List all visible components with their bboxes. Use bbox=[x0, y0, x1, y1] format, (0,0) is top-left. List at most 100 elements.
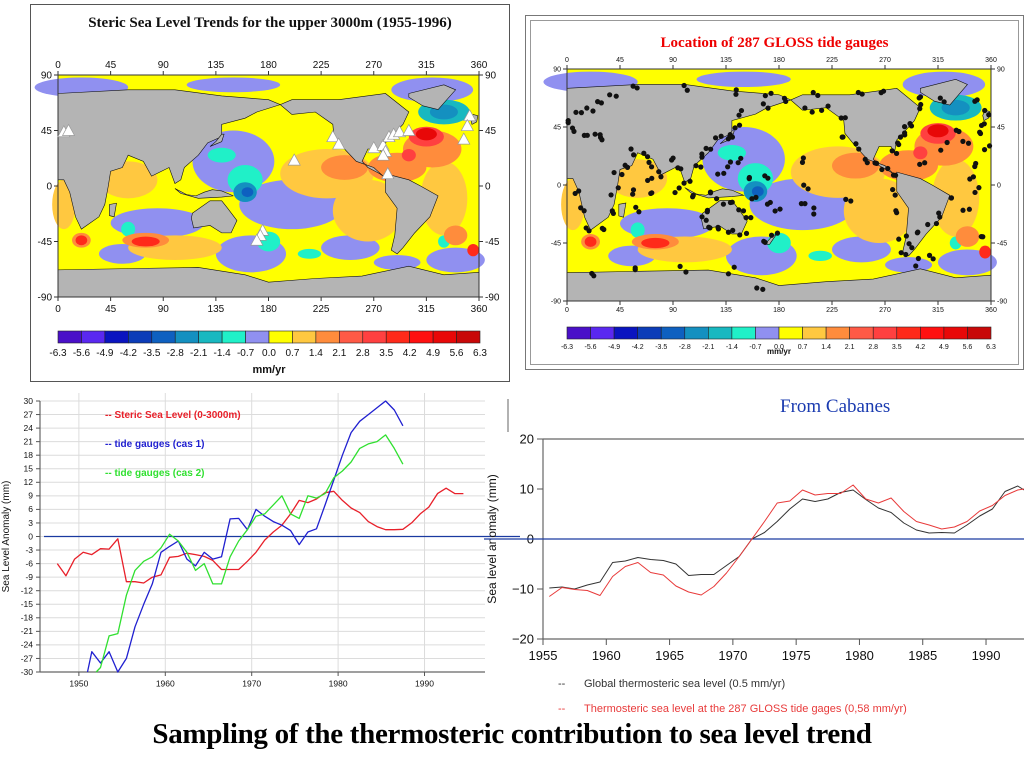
tide-gauge-dot bbox=[628, 146, 634, 152]
trend-region bbox=[186, 77, 281, 93]
land-south-america bbox=[896, 171, 951, 257]
legend-entry-1: -- Steric Sea Level (0-3000m) bbox=[105, 410, 241, 421]
triangle-marker bbox=[332, 137, 346, 150]
colorbar-swatch bbox=[174, 330, 199, 344]
colorbar-tick-label: -2.8 bbox=[679, 344, 691, 351]
y-tick-label: -12 bbox=[21, 586, 34, 596]
colorbar-tick-label: 0.7 bbox=[285, 348, 299, 359]
legend-marker-2: -- bbox=[558, 703, 566, 715]
colorbar-swatch bbox=[566, 326, 591, 340]
colorbar-tick-label: 4.2 bbox=[403, 348, 417, 359]
y-tick-label: 30 bbox=[24, 396, 34, 406]
colorbar-tick-label: -4.2 bbox=[120, 348, 138, 359]
colorbar-swatch bbox=[755, 326, 780, 340]
tide-gauge-dot bbox=[703, 145, 709, 151]
gloss-map-panel: Location of 287 GLOSS tide gauges 0 0 45 45… bbox=[525, 15, 1024, 370]
colorbar-tick-label: -6.3 bbox=[49, 348, 67, 359]
colorbar-tick-label: -4.9 bbox=[96, 348, 114, 359]
tide-gauge-dot bbox=[648, 164, 655, 170]
y-tick-label-left: 45 bbox=[553, 124, 561, 131]
trend-region bbox=[696, 71, 791, 88]
tide-gauge-dot bbox=[917, 94, 924, 100]
colorbar-swatch bbox=[967, 326, 992, 340]
tide-gauge-dot bbox=[925, 221, 931, 228]
tide-gauge-dot bbox=[715, 171, 721, 177]
tide-gauge-dot bbox=[599, 137, 605, 143]
legend-entry-1: Global thermosteric sea level (0.5 mm/yr… bbox=[584, 678, 785, 690]
tide-gauge-dot bbox=[733, 91, 739, 97]
tide-gauge-dot bbox=[699, 214, 705, 220]
x-tick-label: 1970 bbox=[242, 679, 261, 689]
x-tick-label-bottom: 180 bbox=[260, 304, 277, 315]
y-axis-label: Sea Level Anomaly (mm) bbox=[1, 481, 12, 593]
tide-gauge-dot bbox=[819, 107, 825, 113]
tide-gauge-dot bbox=[843, 196, 849, 202]
tide-gauge-dot bbox=[748, 215, 754, 221]
land-north-america bbox=[279, 93, 410, 177]
tide-gauge-dot bbox=[901, 124, 908, 130]
tide-gauge-dot bbox=[713, 196, 720, 202]
y-tick-label-left: 45 bbox=[41, 126, 53, 137]
x-tick-label: 1980 bbox=[329, 679, 348, 689]
land-indonesia bbox=[174, 188, 234, 199]
tide-gauge-dot bbox=[572, 190, 578, 197]
tide-gauge-dot bbox=[630, 83, 636, 89]
x-tick-label-top: 45 bbox=[105, 60, 117, 71]
tide-gauge-dot bbox=[737, 232, 743, 238]
x-tick-label: 1960 bbox=[592, 648, 621, 663]
land-south-america bbox=[385, 173, 439, 255]
tide-gauge-dot bbox=[839, 134, 845, 140]
tide-gauge-dot bbox=[937, 95, 943, 101]
tide-gauge-dot bbox=[978, 233, 984, 240]
steric-map-panel: Steric Sea Level Trends for the upper 30… bbox=[30, 4, 510, 382]
tide-gauge-dot bbox=[631, 152, 637, 158]
triangle-marker bbox=[402, 123, 416, 136]
series-line-3 bbox=[95, 434, 404, 673]
tide-gauge-dot bbox=[727, 159, 734, 165]
tide-gauge-dot bbox=[727, 131, 733, 138]
y-tick-label: -27 bbox=[21, 653, 34, 663]
tide-gauge-dot bbox=[720, 201, 727, 207]
triangle-marker bbox=[457, 132, 471, 145]
tide-gauge-dot bbox=[918, 101, 924, 108]
tide-gauge-dot bbox=[595, 99, 601, 105]
tide-gauge-dot bbox=[879, 166, 885, 173]
tide-gauge-dot bbox=[815, 92, 821, 99]
tide-gauge-dot bbox=[624, 164, 631, 170]
colorbar-tick-label: 0.0 bbox=[262, 348, 276, 359]
tide-gauge-dot bbox=[889, 148, 895, 154]
triangle-marker bbox=[376, 148, 390, 161]
tide-gauge-dot bbox=[743, 215, 749, 221]
x-tick-label-bottom: 270 bbox=[365, 304, 382, 315]
left-line-chart: 302724211815129630-3-6-9-12-15-18-21-24-… bbox=[1, 393, 520, 689]
tide-gauge-dot bbox=[681, 180, 687, 186]
colorbar-tick-label: 2.1 bbox=[332, 348, 346, 359]
tide-gauge-dot bbox=[736, 207, 742, 213]
tide-gauge-dot bbox=[704, 209, 710, 215]
y-tick-label-right: -90 bbox=[485, 292, 500, 303]
tide-gauge-dot bbox=[658, 174, 664, 180]
colorbar-swatch bbox=[896, 326, 921, 340]
tide-gauge-dot bbox=[731, 264, 737, 270]
trend-region bbox=[913, 146, 928, 160]
trend-region bbox=[241, 187, 254, 198]
land-eurasia-africa bbox=[57, 89, 282, 230]
x-tick-label-bottom: 0 bbox=[565, 307, 569, 314]
tide-gauge-dot bbox=[809, 109, 815, 115]
colorbar-swatch bbox=[825, 326, 850, 340]
land-madagascar bbox=[618, 202, 627, 218]
colorbar-swatch bbox=[198, 330, 223, 344]
tide-gauge-dot bbox=[853, 141, 859, 147]
tide-gauge-dot bbox=[646, 159, 652, 165]
trend-region bbox=[630, 222, 645, 238]
colorbar-swatch bbox=[128, 330, 153, 344]
land-greenland bbox=[408, 84, 457, 110]
tide-gauge-dot bbox=[676, 185, 682, 191]
colorbar-tick-label: 2.8 bbox=[356, 348, 370, 359]
tide-gauge-dot bbox=[898, 250, 904, 256]
trend-region bbox=[332, 179, 403, 242]
x-tick-label-bottom: 225 bbox=[826, 307, 838, 314]
tide-gauge-dot bbox=[800, 155, 806, 161]
tide-gauge-dot bbox=[725, 229, 732, 235]
tide-gauge-dot bbox=[649, 190, 655, 196]
